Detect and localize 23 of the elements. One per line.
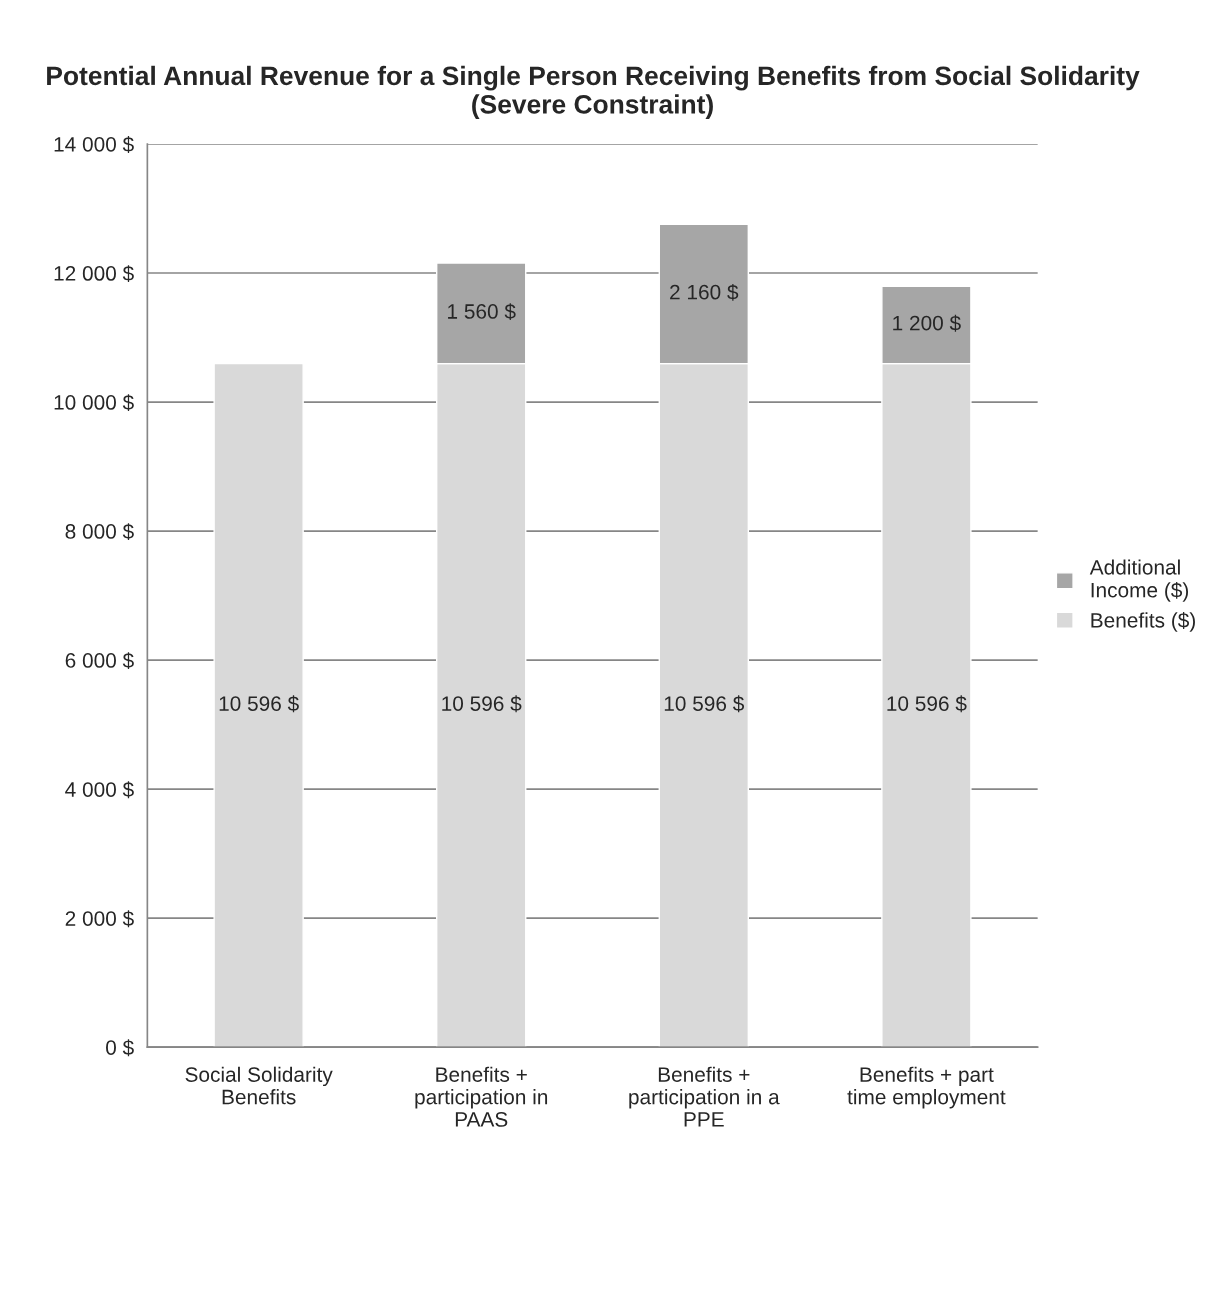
data-label: 1 560 $ — [448, 303, 516, 321]
y-tick-label: 4 000 $ — [65, 781, 134, 799]
chart-title: Potential Annual Revenue for a Single Person Receiving Benefits from Social Solidarity (Severe Constraint) — [47, 65, 1140, 119]
data-label: 10 596 $ — [219, 695, 299, 713]
y-tick-label: 2 000 $ — [65, 910, 134, 928]
x-tick-label: Social Solidarity Benefits — [185, 1066, 333, 1105]
y-tick-label: 0 $ — [106, 1039, 134, 1057]
y-tick-label: 10 000 $ — [54, 394, 134, 412]
y-tick-label: 12 000 $ — [54, 265, 134, 283]
y-tick-label: 14 000 $ — [54, 136, 134, 153]
data-label: 10 596 $ — [442, 695, 522, 713]
x-tick-label: Benefits + participation in PAAS — [415, 1066, 548, 1127]
legend-label: Additional Income ($) — [1089, 559, 1189, 602]
y-tick-label: 6 000 $ — [65, 652, 134, 670]
data-label: 2 160 $ — [670, 283, 739, 301]
data-label: 10 596 $ — [887, 695, 967, 713]
data-label: 10 596 $ — [664, 695, 745, 713]
data-label: 1 200 $ — [893, 314, 961, 332]
legend-label: Benefits ($) — [1091, 612, 1195, 632]
x-tick-label: Benefits + part time employment — [847, 1066, 1006, 1109]
x-tick-label: Benefits + participation in a PPE — [629, 1066, 780, 1127]
bar — [213, 362, 304, 1048]
y-tick-label: 8 000 $ — [65, 523, 134, 541]
